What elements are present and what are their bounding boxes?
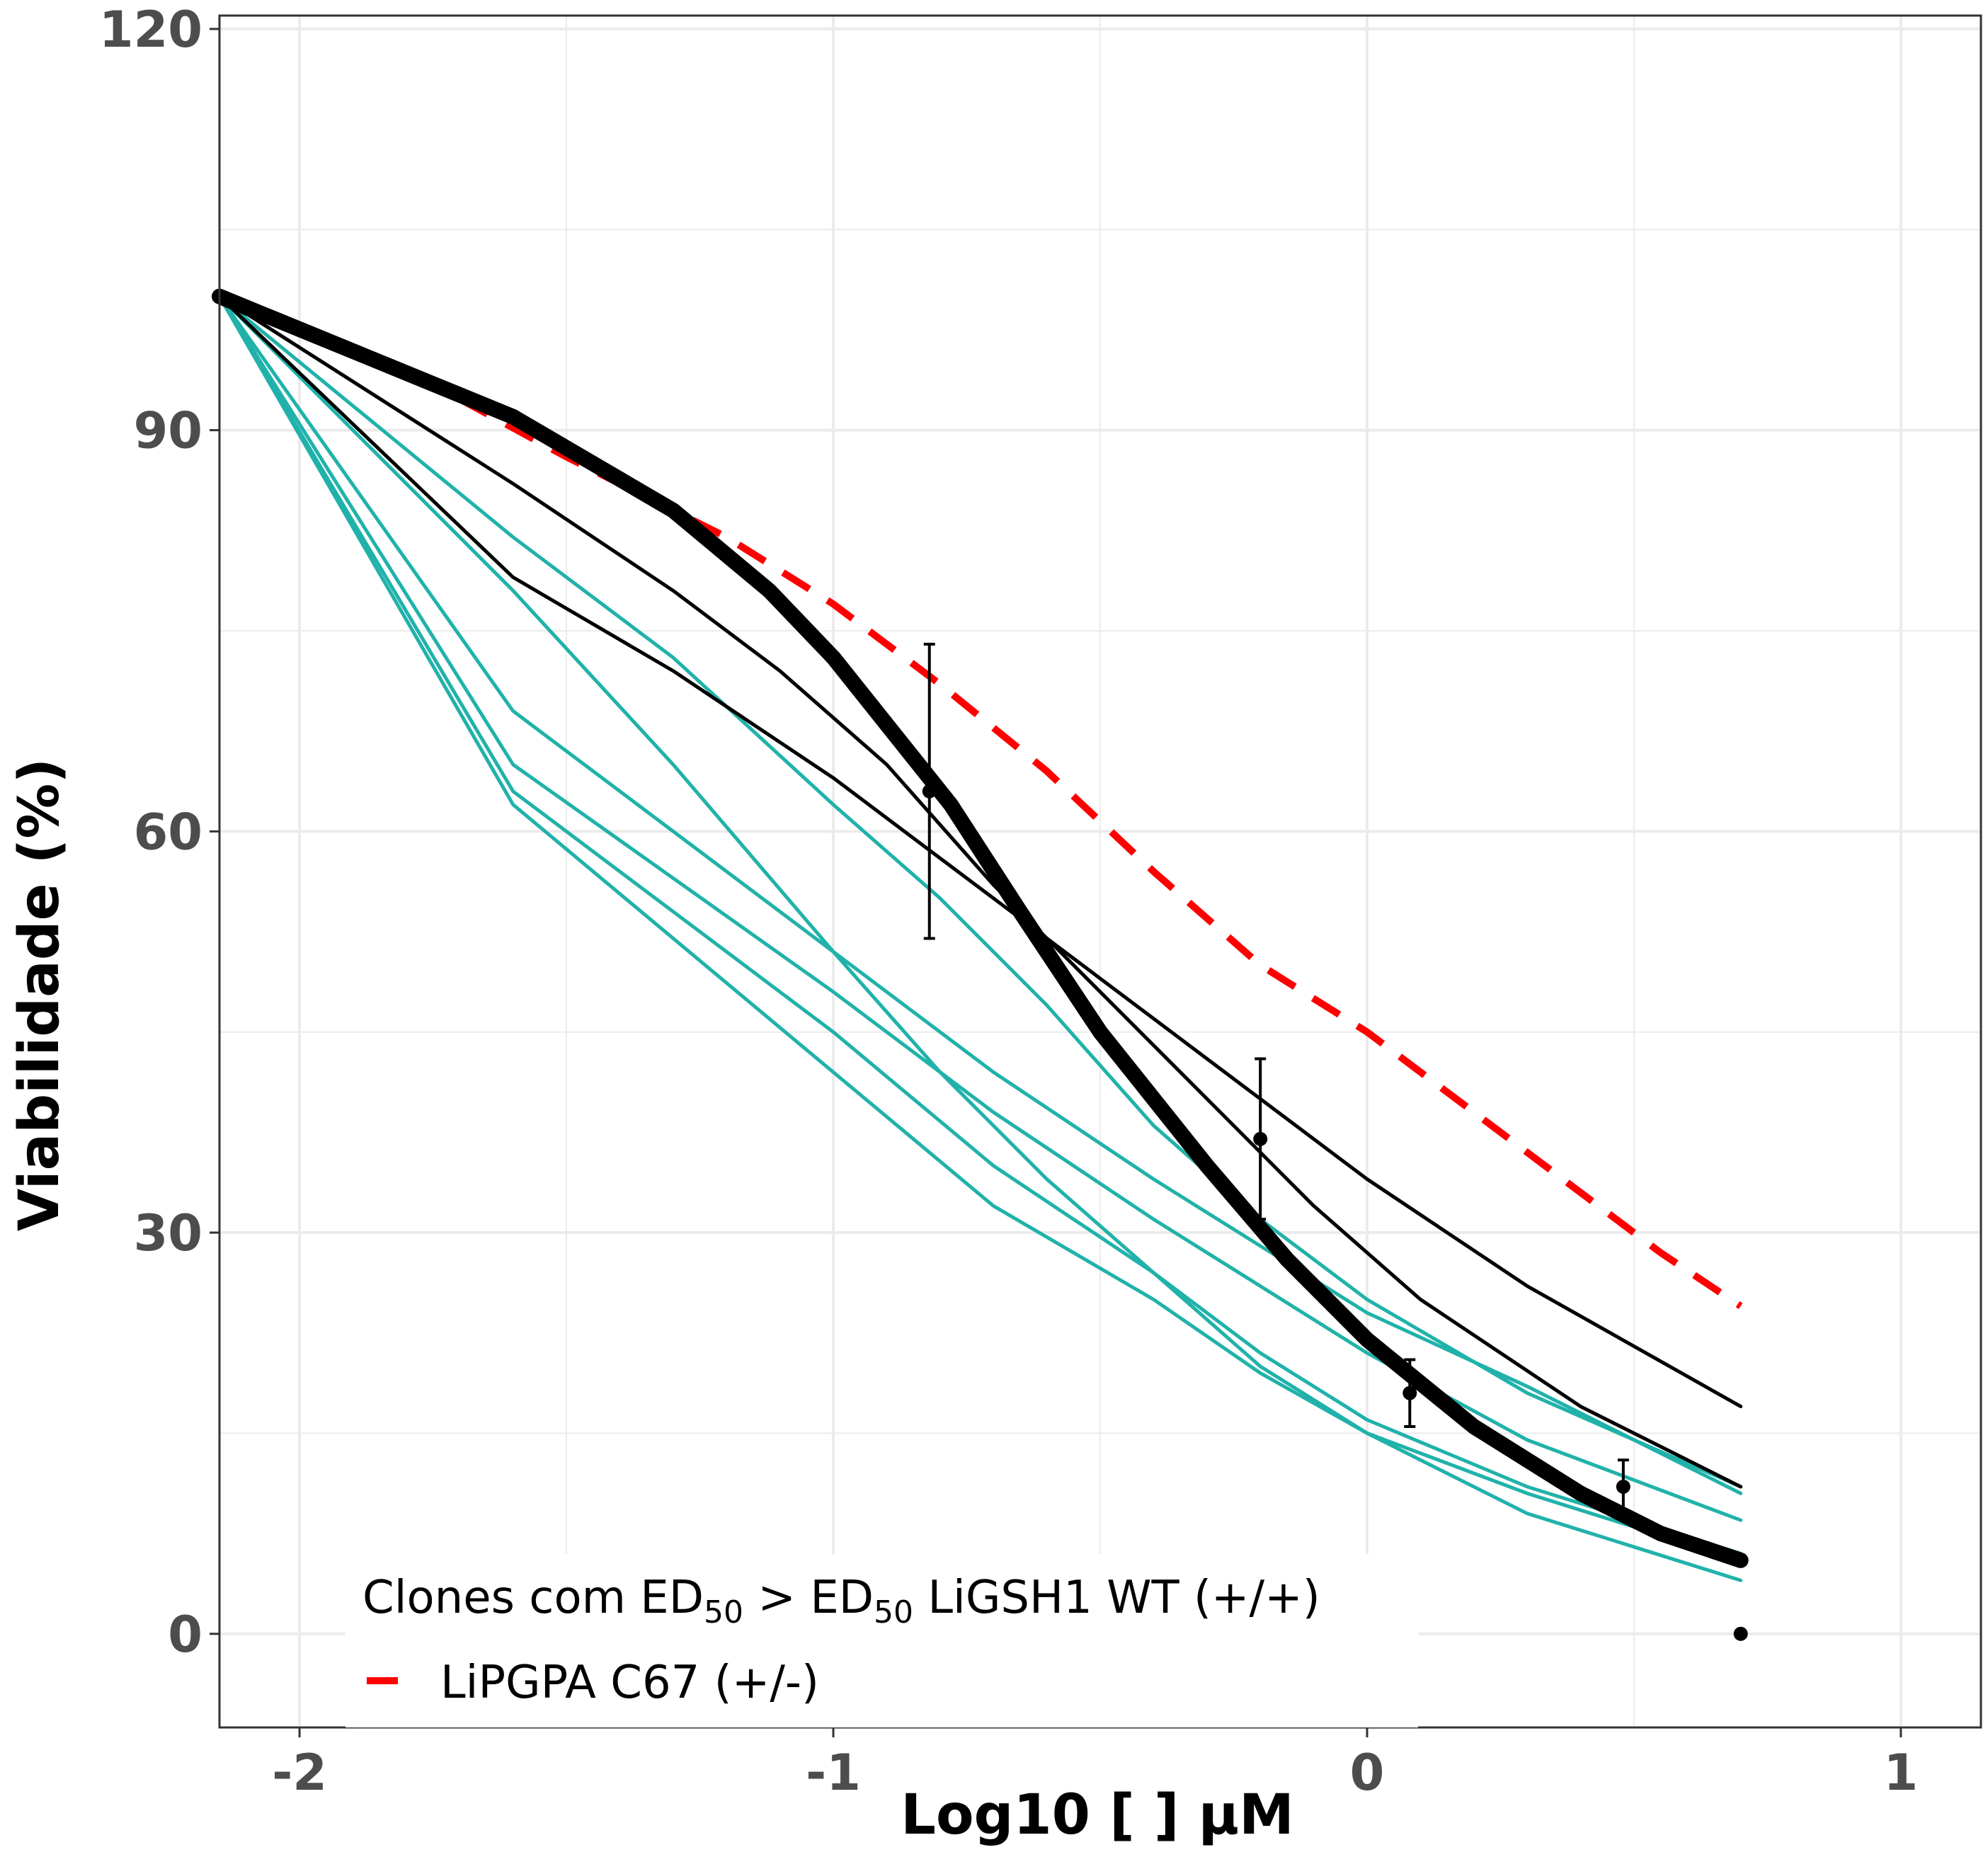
x-axis-ticks: -2 -1 0 1 [272,1727,1918,1802]
legend-title: Clones com ED50 > ED50 LiGSH1 WT (+/+) [362,1572,1320,1630]
data-point [1733,1626,1748,1641]
series-line-teal [217,295,1743,1489]
y-tick-label: 90 [134,402,202,460]
x-tick-label: -1 [806,1744,861,1802]
series-line-teal [217,295,1743,1555]
series-line-teal [217,295,1743,1495]
legend-title-part: > ED [743,1572,874,1624]
x-tick-label: 1 [1884,1744,1919,1802]
x-tick-label: 0 [1350,1744,1385,1802]
y-axis-title: Viabilidade (%) [8,758,72,1231]
series-line-teal [217,295,1743,1562]
y-tick-label: 120 [99,1,202,59]
data-point [922,784,937,799]
data-point [1253,1131,1268,1146]
y-axis-ticks: 0 30 60 90 120 [99,1,219,1664]
legend-background [345,1554,1418,1727]
plot-area [212,288,1749,1641]
y-tick-label: 60 [134,803,202,861]
grid-lines [219,16,1981,1727]
y-tick-label: 0 [168,1606,202,1664]
series-line-black-thick [212,288,1749,1568]
legend-item-label: LiPGPA C67 (+/-) [440,1657,819,1709]
legend-title-subscript: 50 [874,1594,913,1630]
legend: Clones com ED50 > ED50 LiGSH1 WT (+/+) L… [345,1554,1418,1727]
series-line-teal [217,295,1743,1582]
legend-title-part: Clones com ED [362,1572,704,1624]
legend-title-part: LiGSH1 WT (+/+) [913,1572,1320,1624]
data-point [1403,1385,1417,1400]
data-point [1616,1479,1630,1494]
legend-title-subscript: 50 [704,1594,743,1630]
x-axis-title: Log10 [ ] µM [901,1783,1293,1847]
series-line-teal [217,295,1743,1522]
x-tick-label: -2 [272,1744,327,1802]
y-tick-label: 30 [134,1204,202,1262]
